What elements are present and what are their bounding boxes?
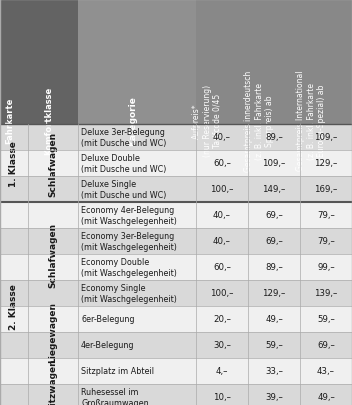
Text: 1. Klasse: 1. Klasse [10, 141, 19, 186]
Bar [78, 0, 196, 125]
Text: 109,–: 109,– [314, 133, 338, 142]
Text: 169,–: 169,– [314, 185, 338, 194]
Text: Ruhesessel im
Großraumwagen: Ruhesessel im Großraumwagen [81, 387, 149, 405]
Bar [0, 384, 352, 405]
Text: 59,–: 59,– [317, 315, 335, 324]
Bar [0, 202, 352, 228]
Text: 43,–: 43,– [317, 367, 335, 375]
Text: 10,–: 10,– [213, 392, 231, 401]
Bar [0, 254, 352, 280]
Text: 49,–: 49,– [317, 392, 335, 401]
Text: 20,–: 20,– [213, 315, 231, 324]
Text: 79,–: 79,– [317, 211, 335, 220]
Text: Kategorie: Kategorie [128, 96, 137, 145]
Text: Fahrkarte: Fahrkarte [5, 98, 14, 144]
Text: 149,–: 149,– [262, 185, 286, 194]
Bar [248, 0, 300, 125]
Text: Sitzwagen: Sitzwagen [49, 358, 57, 405]
Bar [28, 0, 78, 125]
Text: 4,–: 4,– [216, 367, 228, 375]
Text: Gesamtpreis International
(z. B. inkl. Fahrkarte
Europa-Spezial) ab: Gesamtpreis International (z. B. inkl. F… [296, 70, 326, 171]
Text: 69,–: 69,– [317, 341, 335, 350]
Text: Schlafwagen: Schlafwagen [49, 222, 57, 287]
Text: 109,–: 109,– [262, 159, 286, 168]
Text: 40,–: 40,– [213, 237, 231, 246]
Text: Sitzplatz im Abteil: Sitzplatz im Abteil [81, 367, 154, 375]
Text: 129,–: 129,– [262, 289, 286, 298]
Text: 39,–: 39,– [265, 392, 283, 401]
Text: 99,–: 99,– [317, 263, 335, 272]
Bar [0, 306, 352, 332]
Text: 40,–: 40,– [213, 211, 231, 220]
Text: 59,–: 59,– [265, 341, 283, 350]
Text: 89,–: 89,– [265, 133, 283, 142]
Text: Economy 4er-Belegung
(mit Waschgelegenheit): Economy 4er-Belegung (mit Waschgelegenhe… [81, 206, 177, 225]
Text: 100,–: 100,– [210, 289, 234, 298]
Bar [0, 151, 352, 177]
Text: 4er-Belegung: 4er-Belegung [81, 341, 134, 350]
Text: 30,–: 30,– [213, 341, 231, 350]
Text: Komfortklasse: Komfortklasse [44, 87, 53, 155]
Bar [0, 332, 352, 358]
Text: Schlafwagen: Schlafwagen [49, 131, 57, 196]
Text: Deluxe Double
(mit Dusche und WC): Deluxe Double (mit Dusche und WC) [81, 154, 166, 173]
Bar [196, 0, 248, 125]
Text: 69,–: 69,– [265, 237, 283, 246]
Bar [0, 125, 352, 151]
Text: Economy 3er-Belegung
(mit Waschgelegenheit): Economy 3er-Belegung (mit Waschgelegenhe… [81, 232, 177, 251]
Text: 33,–: 33,– [265, 367, 283, 375]
Bar [0, 280, 352, 306]
Text: Deluxe Single
(mit Dusche und WC): Deluxe Single (mit Dusche und WC) [81, 180, 166, 199]
Text: Economy Double
(mit Waschgelegenheit): Economy Double (mit Waschgelegenheit) [81, 258, 177, 277]
Text: 139,–: 139,– [314, 289, 338, 298]
Text: Economy Single
(mit Waschgelegenheit): Economy Single (mit Waschgelegenheit) [81, 284, 177, 303]
Text: 2. Klasse: 2. Klasse [10, 284, 19, 329]
Text: 60,–: 60,– [213, 159, 231, 168]
Text: 129,–: 129,– [314, 159, 338, 168]
Text: 6er-Belegung: 6er-Belegung [81, 315, 134, 324]
Bar [0, 228, 352, 254]
Text: 49,–: 49,– [265, 315, 283, 324]
Text: 40,–: 40,– [213, 133, 231, 142]
Text: 60,–: 60,– [213, 263, 231, 272]
Text: 79,–: 79,– [317, 237, 335, 246]
Text: Gesamtpreis innerdeutsch
(z. B. inkl. Fahrkarte
Sparpreis) ab: Gesamtpreis innerdeutsch (z. B. inkl. Fa… [244, 70, 274, 171]
Text: Aufpreis*
(nur Reservierung)
Tarifcode 0/45: Aufpreis* (nur Reservierung) Tarifcode 0… [192, 85, 222, 157]
Text: 100,–: 100,– [210, 185, 234, 194]
Bar [0, 177, 352, 202]
Text: 89,–: 89,– [265, 263, 283, 272]
Text: Deluxe 3er-Belegung
(mit Dusche und WC): Deluxe 3er-Belegung (mit Dusche und WC) [81, 128, 166, 147]
Text: Liegewagen: Liegewagen [49, 302, 57, 362]
Bar [300, 0, 352, 125]
Text: 69,–: 69,– [265, 211, 283, 220]
Bar [0, 358, 352, 384]
Bar [0, 0, 28, 125]
